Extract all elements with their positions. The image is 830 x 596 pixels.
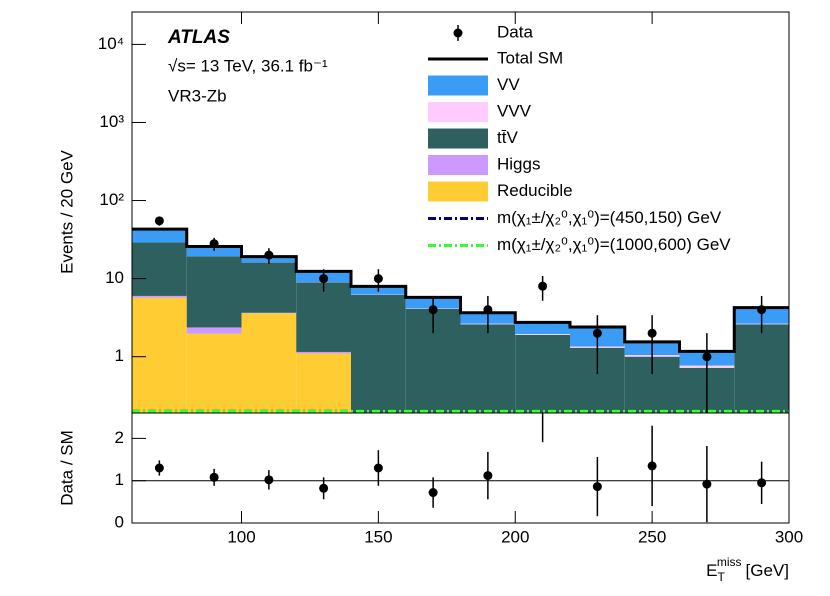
legend-label: VVV <box>497 101 532 120</box>
legend-swatch <box>428 128 488 149</box>
data-point <box>483 305 493 315</box>
legend-swatch <box>428 181 488 202</box>
legend-label: Higgs <box>497 154 540 173</box>
ratio-point <box>757 478 767 488</box>
y-tick-label: 10³ <box>99 112 124 131</box>
ratio-y-label: Data / SM <box>57 430 76 506</box>
total-sm-line <box>132 227 789 353</box>
region-label: VR3-Zb <box>168 86 227 105</box>
lower-frame <box>131 412 790 524</box>
ratio-point <box>592 482 602 492</box>
energy-label: √s= 13 TeV, 36.1 fb⁻¹ <box>168 56 328 75</box>
data-point <box>757 305 767 315</box>
stack-segment <box>734 324 789 413</box>
stack-segment <box>515 334 570 335</box>
x-tick-label: 200 <box>501 527 529 546</box>
ratio-point <box>154 463 164 473</box>
legend-label: VV <box>497 75 520 94</box>
stack-segment <box>460 324 516 413</box>
stack-segment <box>515 322 570 335</box>
legend-label: Data <box>497 22 533 41</box>
stack-segment <box>241 313 297 413</box>
lower-plot <box>132 413 789 523</box>
y-tick-label: 1 <box>115 470 124 489</box>
y-tick-label: 1 <box>115 346 124 365</box>
x-label-main: E <box>706 561 717 580</box>
data-point <box>647 328 657 338</box>
data-point <box>264 250 274 260</box>
stack-segment <box>296 282 351 352</box>
ratio-point <box>428 488 438 498</box>
stack-segment <box>241 262 297 313</box>
legend-label: m(χ₁±/χ₂⁰,χ₁⁰)=(450,150) GeV <box>497 208 722 227</box>
data-point <box>428 305 438 315</box>
y-tick-label: 2 <box>115 428 124 447</box>
legend-label: tt̄V <box>497 128 518 147</box>
stack-segment <box>515 334 570 413</box>
ratio-point <box>483 471 493 481</box>
legend-swatch <box>428 75 488 96</box>
data-point <box>154 216 164 226</box>
y-tick-label: 10⁴ <box>98 34 124 53</box>
x-label-sub: T <box>718 570 726 584</box>
x-axis-label: ETmiss [GeV] <box>706 555 789 584</box>
stack-segment <box>296 353 351 413</box>
ratio-point <box>647 461 657 471</box>
stack-segment <box>186 246 242 257</box>
legend-label: Reducible <box>497 181 573 200</box>
data-point <box>319 274 329 284</box>
upper-plot <box>132 216 789 413</box>
ratio-point <box>209 472 219 482</box>
legend-label: Total SM <box>497 48 563 67</box>
x-label-sup: miss <box>717 555 742 569</box>
atlas-label: ATLAS <box>167 27 230 48</box>
stack-segment <box>186 327 242 334</box>
ratio-point <box>319 483 329 493</box>
stack-segment <box>132 297 187 413</box>
ratio-point <box>373 463 383 473</box>
legend-swatch <box>428 155 488 175</box>
data-point <box>373 274 383 284</box>
y-tick-label: 10² <box>99 190 124 209</box>
x-tick-label: 300 <box>775 527 803 546</box>
legend-label: m(χ₁±/χ₂⁰,χ₁⁰)=(1000,600) GeV <box>497 235 731 254</box>
x-label-unit: [GeV] <box>746 561 789 580</box>
stack-segment <box>132 229 187 243</box>
y-axis-label: Events / 20 GeV <box>57 149 76 273</box>
y-tick-label: 10 <box>105 268 124 287</box>
stack-segment <box>186 256 242 328</box>
x-tick-label: 150 <box>364 527 392 546</box>
data-point <box>702 352 712 362</box>
stack-segment <box>132 242 187 296</box>
stack-segment <box>132 295 187 298</box>
stack-segment <box>186 333 242 413</box>
data-point <box>592 328 602 338</box>
legend-marker <box>453 28 463 38</box>
ratio-point <box>702 479 712 489</box>
ratio-point <box>264 475 274 485</box>
y-tick-label: 0 <box>115 512 124 531</box>
data-point <box>209 239 219 249</box>
legend-swatch <box>428 102 488 122</box>
x-tick-label: 250 <box>638 527 666 546</box>
data-point <box>538 281 548 291</box>
x-tick-label: 100 <box>227 527 255 546</box>
stack-segment <box>296 351 351 354</box>
stack-segment <box>351 294 406 413</box>
